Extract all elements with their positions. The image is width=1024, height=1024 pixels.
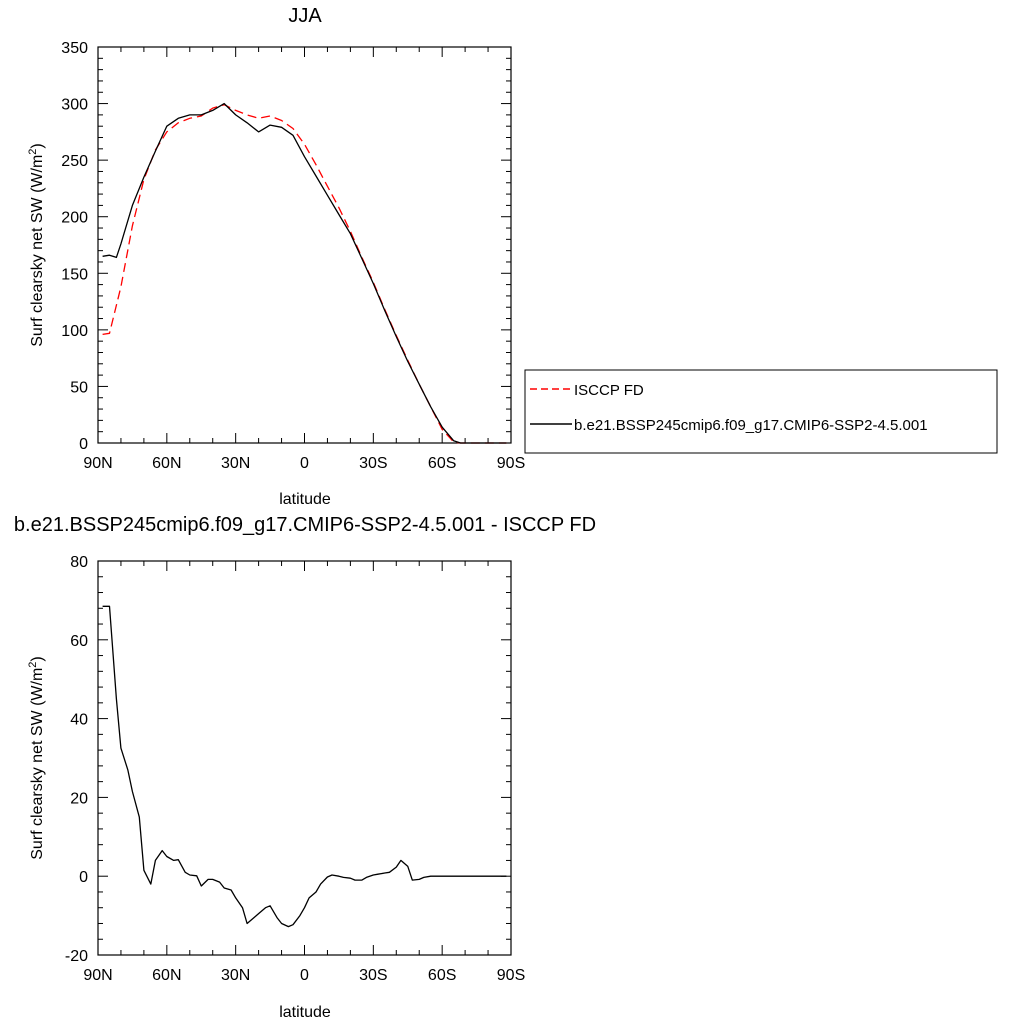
- top-ylabel-end: ): [29, 143, 46, 148]
- bottom-y-axis-label: Surf clearsky net SW (W/m2): [27, 656, 46, 859]
- top-ytick-label: 200: [61, 210, 88, 227]
- legend-label-model: b.e21.BSSP245cmip6.f09_g17.CMIP6-SSP2-4.…: [574, 417, 928, 434]
- top-plot-frame: [97, 46, 512, 444]
- top-ytick-label: 50: [70, 379, 88, 396]
- bottom-xtick-label: 60S: [428, 967, 456, 984]
- bottom-ylabel-sup: 2: [27, 662, 39, 668]
- top-x-axis-label: latitude: [279, 491, 331, 508]
- legend: ISCCP FD b.e21.BSSP245cmip6.f09_g17.CMIP…: [524, 369, 998, 454]
- top-ytick-label: 0: [79, 436, 88, 453]
- legend-box: [524, 369, 998, 454]
- top-xtick-label: 90N: [83, 455, 112, 472]
- top-ytick-label: 150: [61, 266, 88, 283]
- bottom-ytick-label: 80: [70, 554, 88, 571]
- bottom-xtick-label: 30S: [359, 967, 387, 984]
- bottom-ytick-label: 60: [70, 633, 88, 650]
- bottom-ytick-label: 0: [79, 869, 88, 886]
- bottom-plot-frame: [97, 560, 512, 956]
- top-y-axis-label: Surf clearsky net SW (W/m2): [27, 143, 46, 346]
- bottom-xtick-label: 60N: [152, 967, 181, 984]
- top-ytick-label: 100: [61, 323, 88, 340]
- top-ytick-label: 300: [61, 97, 88, 114]
- bottom-ytick-label: 20: [70, 790, 88, 807]
- bottom-xtick-label: 90N: [83, 967, 112, 984]
- top-series-line-1: [102, 102, 507, 444]
- bottom-ylabel-end: ): [29, 656, 46, 661]
- top-panel: JJA 90N 60N 30N 0 30S 60S 90S 0 50 100 150 200 250 30…: [27, 5, 525, 508]
- top-ytick-label: 250: [61, 153, 88, 170]
- bottom-xtick-label: 30N: [221, 967, 250, 984]
- top-ticks: 90N 60N 30N 0 30S 60S 90S 0 50 100 150 200 250 300 350: [61, 40, 525, 472]
- bottom-series-lines: [102, 605, 507, 928]
- bottom-xtick-label: 90S: [497, 967, 525, 984]
- bottom-ylabel-main: Surf clearsky net SW (W/m: [29, 668, 46, 860]
- top-xtick-label: 30N: [221, 455, 250, 472]
- top-ylabel-main: Surf clearsky net SW (W/m: [29, 155, 46, 347]
- bottom-x-axis-label: latitude: [279, 1004, 331, 1021]
- top-ytick-label: 350: [61, 40, 88, 57]
- bottom-ytick-label: -20: [65, 948, 88, 965]
- bottom-chart-title: b.e21.BSSP245cmip6.f09_g17.CMIP6-SSP2-4.…: [14, 514, 596, 536]
- top-xtick-label: 60S: [428, 455, 456, 472]
- top-xtick-label: 90S: [497, 455, 525, 472]
- bottom-series-line-0: [102, 605, 507, 928]
- top-ylabel-sup: 2: [27, 149, 39, 155]
- top-xtick-label: 30S: [359, 455, 387, 472]
- bottom-panel: b.e21.BSSP245cmip6.f09_g17.CMIP6-SSP2-4.…: [14, 514, 596, 1021]
- legend-label-isccp: ISCCP FD: [574, 382, 644, 399]
- bottom-ytick-label: 40: [70, 712, 88, 729]
- top-chart-title: JJA: [288, 5, 322, 27]
- top-series-lines: [102, 102, 507, 444]
- bottom-ticks: 90N 60N 30N 0 30S 60S 90S -20 0 20 40 60 80: [65, 554, 525, 984]
- top-xtick-label: 60N: [152, 455, 181, 472]
- bottom-xtick-label: 0: [300, 967, 309, 984]
- top-xtick-label: 0: [300, 455, 309, 472]
